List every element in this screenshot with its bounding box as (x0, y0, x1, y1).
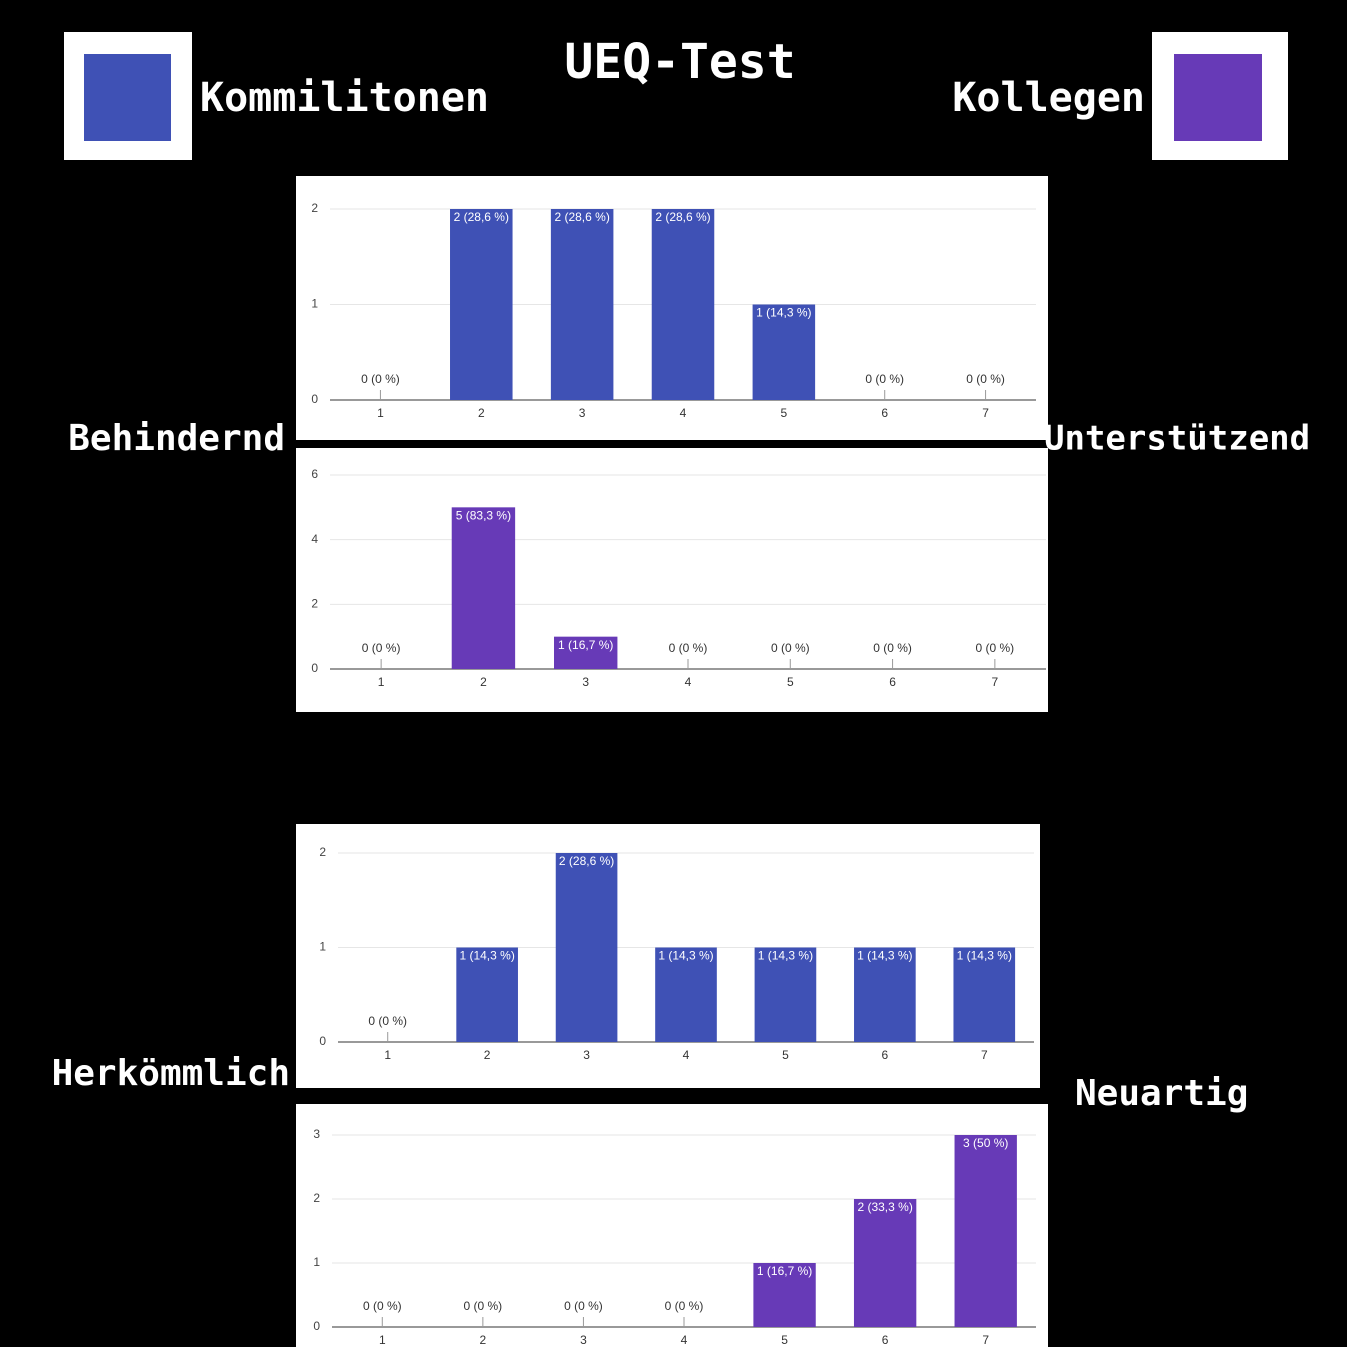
title: UEQ-Test (564, 34, 795, 90)
x-tick-label: 7 (982, 1333, 989, 1347)
value-label: 0 (0 %) (669, 641, 708, 655)
x-tick-label: 4 (685, 675, 692, 689)
value-label: 0 (0 %) (665, 1299, 704, 1313)
bar (450, 209, 513, 400)
value-label: 1 (14,3 %) (857, 949, 912, 963)
x-tick-label: 2 (480, 1333, 487, 1347)
y-tick-label: 1 (311, 297, 318, 311)
value-label: 0 (0 %) (362, 641, 401, 655)
value-label: 0 (0 %) (363, 1299, 402, 1313)
x-tick-label: 7 (981, 1048, 988, 1062)
x-tick-label: 1 (377, 406, 384, 420)
x-tick-label: 6 (882, 1048, 889, 1062)
value-label: 2 (28,6 %) (554, 210, 609, 224)
value-label: 0 (0 %) (966, 372, 1005, 386)
value-label: 1 (14,3 %) (658, 949, 713, 963)
x-tick-label: 6 (882, 1333, 889, 1347)
x-tick-label: 3 (583, 1048, 590, 1062)
legend-label: Kollegen (952, 75, 1145, 121)
value-label: 0 (0 %) (976, 641, 1015, 655)
value-label: 0 (0 %) (865, 372, 904, 386)
y-tick-label: 1 (313, 1255, 320, 1269)
value-label: 2 (28,6 %) (655, 210, 710, 224)
y-tick-label: 4 (311, 532, 318, 546)
legend-swatch (1174, 54, 1262, 141)
x-tick-label: 7 (992, 675, 999, 689)
y-tick-label: 0 (311, 661, 318, 675)
y-tick-label: 0 (313, 1319, 320, 1333)
value-label: 0 (0 %) (873, 641, 912, 655)
bar (550, 209, 614, 400)
bar (651, 209, 715, 400)
y-tick-label: 2 (313, 1191, 320, 1205)
y-tick-label: 0 (319, 1034, 326, 1048)
value-label: 1 (16,7 %) (757, 1264, 812, 1278)
x-tick-label: 2 (478, 406, 485, 420)
x-tick-label: 4 (680, 406, 687, 420)
value-label: 0 (0 %) (361, 372, 400, 386)
chart-panel (296, 448, 1048, 712)
bar (456, 947, 518, 1042)
chart-panel (296, 1104, 1048, 1347)
bar (954, 1135, 1017, 1327)
x-tick-label: 2 (480, 675, 487, 689)
bar (853, 1199, 917, 1327)
bar (854, 947, 916, 1042)
y-tick-label: 6 (311, 467, 318, 481)
bar (554, 636, 618, 669)
scale-right: Neuartig (1075, 1073, 1248, 1114)
y-tick-label: 0 (311, 392, 318, 406)
value-label: 5 (83,3 %) (456, 509, 511, 523)
x-tick-label: 5 (781, 406, 788, 420)
bar (555, 853, 618, 1042)
value-label: 1 (14,3 %) (957, 949, 1012, 963)
x-tick-label: 4 (683, 1048, 690, 1062)
legend-label: Kommilitonen (200, 75, 489, 121)
x-tick-label: 3 (580, 1333, 587, 1347)
value-label: 1 (14,3 %) (758, 949, 813, 963)
bar (754, 947, 817, 1042)
value-label: 0 (0 %) (771, 641, 810, 655)
bar (753, 1263, 816, 1327)
scale-left: Herkömmlich (52, 1053, 290, 1094)
value-label: 0 (0 %) (464, 1299, 503, 1313)
value-label: 1 (14,3 %) (756, 306, 811, 320)
y-tick-label: 2 (319, 845, 326, 859)
value-label: 2 (33,3 %) (857, 1200, 912, 1214)
bar (655, 947, 717, 1042)
value-label: 1 (14,3 %) (459, 949, 514, 963)
bar (752, 304, 816, 400)
x-tick-label: 3 (582, 675, 589, 689)
x-tick-label: 1 (379, 1333, 386, 1347)
bar (451, 507, 516, 669)
x-tick-label: 2 (484, 1048, 491, 1062)
scale-left: Behindernd (68, 418, 285, 459)
y-tick-label: 1 (319, 940, 326, 954)
x-tick-label: 6 (889, 675, 896, 689)
value-label: 0 (0 %) (368, 1014, 407, 1028)
x-tick-label: 1 (384, 1048, 391, 1062)
bar (953, 947, 1016, 1042)
y-tick-label: 2 (311, 201, 318, 215)
x-tick-label: 6 (881, 406, 888, 420)
x-tick-label: 5 (781, 1333, 788, 1347)
value-label: 2 (28,6 %) (559, 854, 614, 868)
x-tick-label: 4 (681, 1333, 688, 1347)
value-label: 0 (0 %) (564, 1299, 603, 1313)
y-tick-label: 3 (313, 1127, 320, 1141)
value-label: 2 (28,6 %) (454, 210, 509, 224)
scale-right: Unterstützend (1044, 419, 1310, 459)
x-tick-label: 5 (787, 675, 794, 689)
x-tick-label: 3 (579, 406, 586, 420)
y-tick-label: 2 (311, 597, 318, 611)
value-label: 3 (50 %) (963, 1136, 1008, 1150)
x-tick-label: 5 (782, 1048, 789, 1062)
legend-swatch (84, 54, 171, 141)
x-tick-label: 7 (982, 406, 989, 420)
value-label: 1 (16,7 %) (558, 638, 613, 652)
x-tick-label: 1 (378, 675, 385, 689)
